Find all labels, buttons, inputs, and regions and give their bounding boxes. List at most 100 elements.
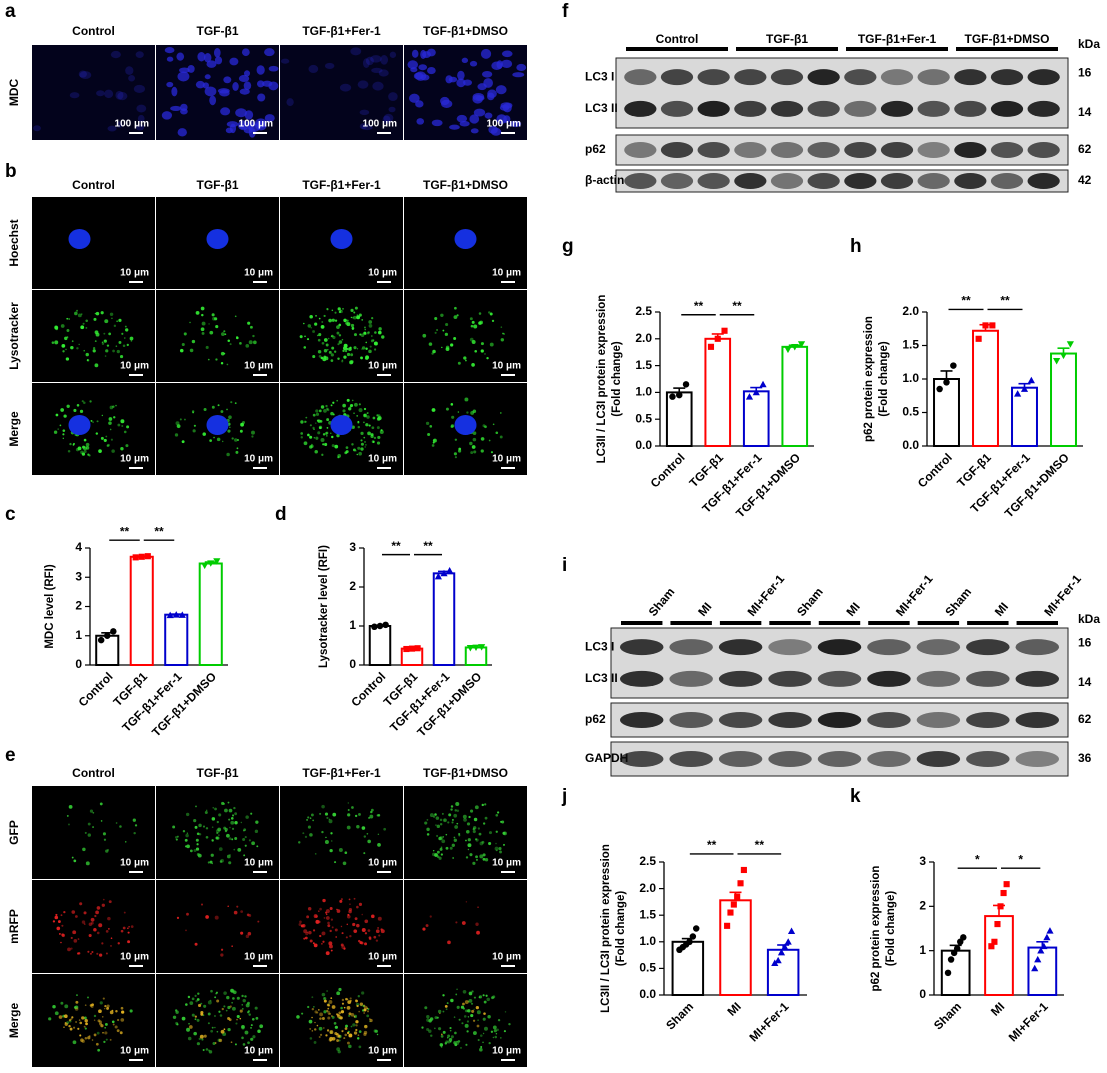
signal-speck — [83, 438, 87, 442]
signal-speck — [248, 913, 252, 917]
signal-speck — [482, 1017, 486, 1021]
protein-band — [817, 712, 862, 728]
signal-speck — [493, 1029, 497, 1033]
cell-stain — [33, 125, 41, 132]
row-label: MDC — [7, 79, 21, 107]
signal-speck — [73, 1026, 76, 1029]
signal-speck — [176, 1023, 179, 1026]
signal-speck — [356, 414, 359, 417]
signal-speck — [76, 404, 80, 407]
signal-speck — [348, 898, 351, 901]
signal-speck — [441, 839, 446, 844]
protein-band — [807, 173, 840, 189]
signal-speck — [482, 853, 486, 857]
signal-speck — [105, 952, 108, 955]
signal-speck — [364, 942, 368, 946]
signal-speck — [350, 308, 354, 312]
signal-speck — [488, 831, 493, 835]
signal-speck — [370, 339, 374, 343]
data-point — [97, 636, 105, 644]
signal-speck — [72, 1040, 77, 1045]
protein-band — [1027, 69, 1060, 86]
signal-speck — [383, 827, 387, 831]
signal-speck — [325, 913, 328, 916]
signal-speck — [356, 1004, 359, 1008]
data-point — [1003, 881, 1010, 888]
cell-stain — [416, 118, 425, 125]
signal-speck — [495, 830, 498, 833]
y-tick-label: 0 — [919, 987, 926, 1001]
signal-speck — [231, 945, 233, 947]
protein-band — [916, 670, 961, 687]
signal-speck — [499, 850, 502, 854]
signal-speck — [242, 998, 246, 1003]
signal-speck — [76, 309, 78, 312]
data-point — [1046, 927, 1054, 934]
signal-speck — [307, 433, 310, 437]
signal-speck — [181, 440, 185, 444]
x-tick-label: TGF-β1+Fer-1 — [119, 669, 185, 735]
data-point — [466, 644, 474, 652]
cell-stain — [361, 124, 373, 131]
signal-speck — [374, 348, 377, 351]
signal-speck — [326, 1029, 330, 1032]
signal-speck — [57, 428, 59, 430]
protein-band — [954, 173, 987, 189]
signal-speck — [121, 1010, 125, 1014]
protein-band — [844, 100, 877, 117]
cell-stain — [209, 95, 217, 106]
y-tick-label: 3 — [919, 854, 926, 868]
signal-speck — [320, 438, 325, 442]
signal-speck — [473, 324, 478, 329]
signal-speck — [77, 1027, 80, 1030]
signal-speck — [361, 348, 363, 350]
signal-speck — [343, 947, 346, 950]
signal-speck — [470, 809, 474, 813]
signal-speck — [301, 1012, 304, 1015]
signal-speck — [224, 808, 228, 813]
signal-speck — [371, 914, 375, 919]
signal-speck — [187, 1036, 192, 1041]
protein-band — [966, 712, 1010, 728]
signal-speck — [79, 409, 84, 413]
signal-speck — [316, 1024, 319, 1027]
cell-stain — [237, 120, 249, 131]
signal-speck — [331, 435, 334, 439]
data-point — [982, 322, 989, 329]
signal-speck — [209, 860, 213, 864]
signal-speck — [310, 327, 312, 329]
scale-bar-label: 10 μm — [492, 454, 521, 465]
signal-speck — [87, 996, 89, 999]
x-tick-label: Control — [915, 450, 955, 490]
signal-speck — [62, 433, 65, 436]
cell-stain — [135, 123, 145, 131]
signal-speck — [101, 942, 104, 945]
signal-speck — [303, 937, 306, 940]
signal-speck — [63, 414, 67, 418]
signal-speck — [492, 1025, 497, 1030]
signal-speck — [207, 1049, 211, 1052]
y-axis-label: (Fold change) — [611, 341, 623, 417]
signal-speck — [465, 856, 469, 859]
kda-value: 42 — [1078, 173, 1092, 187]
signal-speck — [90, 917, 95, 922]
signal-speck — [482, 857, 486, 861]
signal-speck — [231, 1001, 234, 1004]
signal-speck — [68, 318, 70, 320]
signal-speck — [359, 333, 362, 336]
signal-speck — [471, 445, 476, 449]
signal-speck — [251, 841, 256, 846]
signal-speck — [230, 401, 233, 404]
cell-stain — [213, 47, 221, 58]
signal-speck — [321, 453, 324, 456]
signal-speck — [120, 1006, 124, 1010]
signal-speck — [357, 421, 360, 424]
signal-speck — [223, 1028, 226, 1031]
signal-speck — [205, 345, 209, 349]
cell-stain — [223, 76, 232, 84]
signal-speck — [323, 1010, 327, 1014]
signal-speck — [71, 1016, 74, 1019]
micrograph — [32, 197, 155, 289]
signal-speck — [306, 338, 310, 341]
signal-speck — [249, 325, 253, 329]
